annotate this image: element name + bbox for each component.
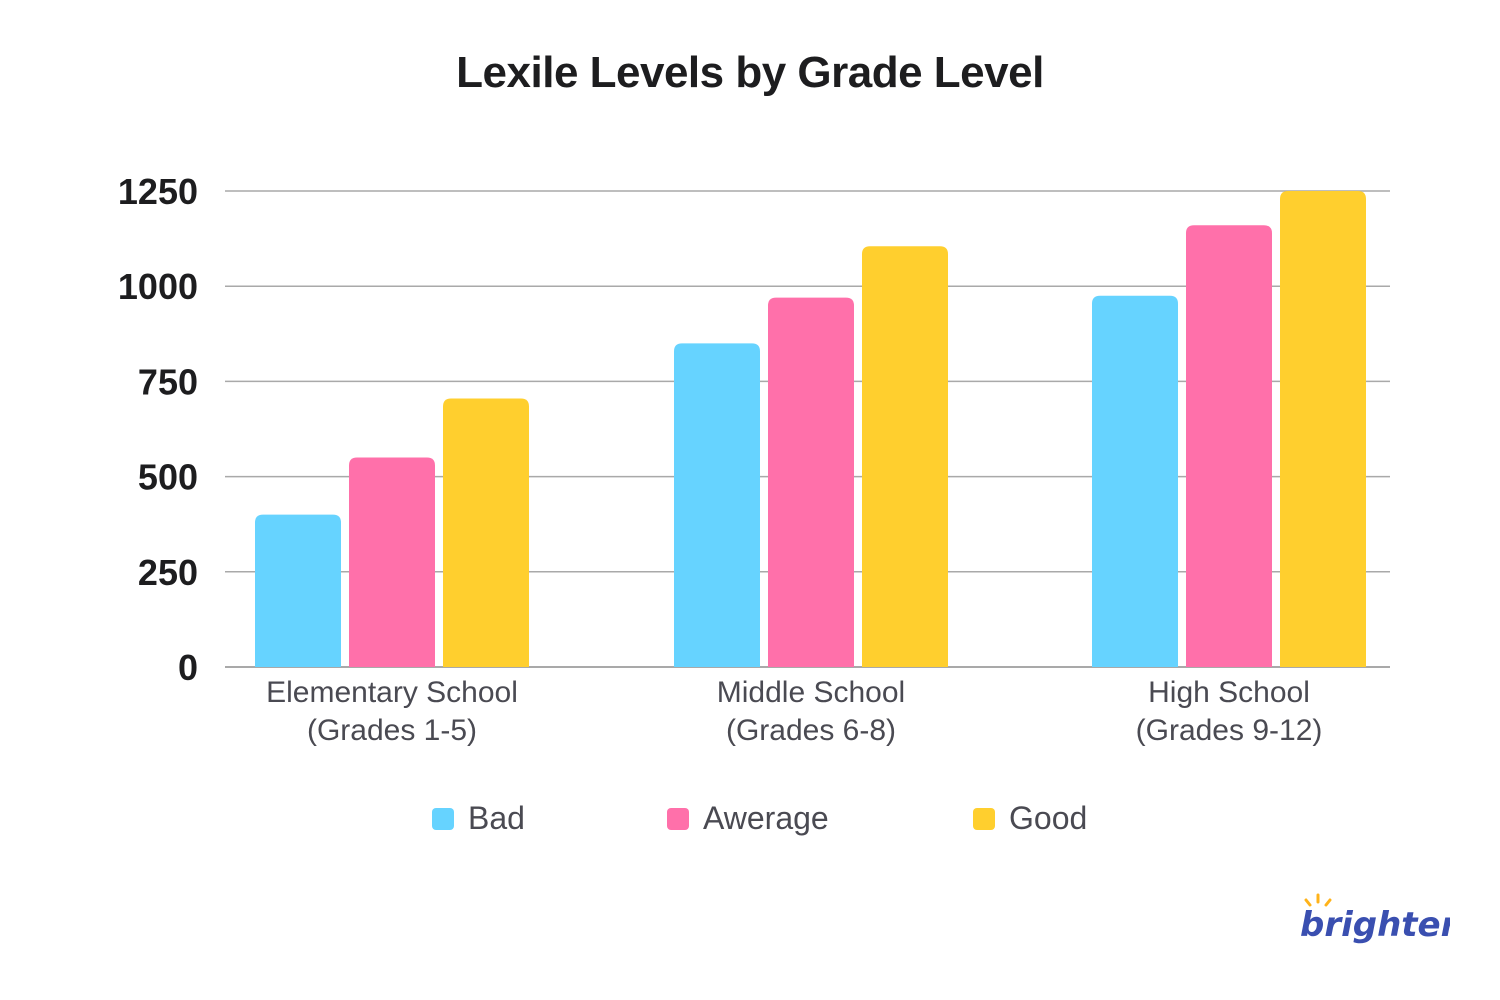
x-tick-label: (Grades 1-5) [307,714,477,747]
x-tick-label: (Grades 9-12) [1136,714,1323,747]
legend-swatch [667,807,689,830]
bar-good-1 [443,398,529,667]
legend-swatch [432,807,454,830]
y-tick-label: 250 [138,552,198,593]
bar-good-3 [1280,191,1366,667]
bars [255,191,1366,667]
legend-item-awerage: Awerage [667,800,829,837]
y-tick-label: 0 [178,647,198,688]
legend-item-good: Good [973,800,1087,837]
y-tick-label: 750 [138,361,198,402]
y-tick-label: 500 [138,457,198,498]
bar-awerage-1 [349,457,435,667]
bar-awerage-2 [768,297,854,667]
bar-bad-3 [1092,295,1178,667]
bar-bad-1 [255,514,341,667]
legend-label: Awerage [703,800,829,836]
y-tick-label: 1000 [118,266,198,307]
brighterly-logo: brighterly [1300,893,1450,945]
x-axis-ticks: Elementary School (Grades 1-5) Middle Scho… [266,676,1322,747]
legend-label: Bad [468,800,525,836]
x-tick-label: High School [1148,676,1310,709]
brand-wordmark: brighterly [1300,905,1450,945]
bar-bad-2 [674,343,760,667]
chart-title: Lexile Levels by Grade Level [456,48,1044,97]
y-tick-label: 1250 [118,171,198,212]
bar-good-2 [862,246,948,667]
y-axis-ticks: 0 250 500 750 1000 1250 [118,171,198,688]
x-tick-label: Middle School [717,676,905,709]
legend-swatch [973,807,995,830]
sun-icon [1304,893,1332,907]
bar-awerage-3 [1186,225,1272,667]
x-tick-label: (Grades 6-8) [726,714,896,747]
legend-label: Good [1009,800,1088,836]
x-tick-label: Elementary School [266,676,518,709]
legend-item-bad: Bad [432,800,525,837]
legend: Bad Awerage Good [0,800,1500,850]
